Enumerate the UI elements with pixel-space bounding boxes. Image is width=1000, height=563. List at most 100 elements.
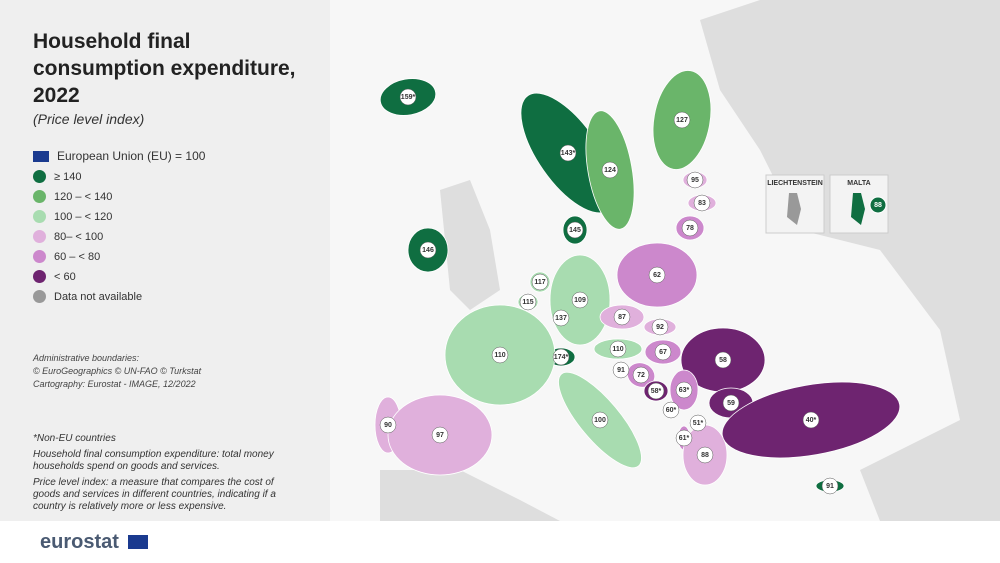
value-badge: [869, 196, 887, 214]
value-label: 58*: [651, 388, 662, 395]
value-badge: [491, 346, 509, 364]
legend-label: 100 – < 120: [54, 210, 113, 223]
insets: LIECHTENSTEIN MALTA 88: [765, 174, 889, 234]
value-badge: [566, 221, 584, 239]
value-label: 90: [384, 422, 392, 429]
credits: Administrative boundaries: © EuroGeograph…: [33, 352, 201, 391]
value-label: 91: [826, 483, 834, 490]
value-label: 143*: [561, 150, 576, 157]
legend-item: < 60: [33, 270, 313, 283]
value-label: 51*: [693, 420, 704, 427]
value-label: 97: [436, 432, 444, 439]
value-label: 72: [637, 372, 645, 379]
value-badge: [519, 293, 537, 311]
legend: ≥ 140 120 – < 140 100 – < 120 80– < 100 60 –…: [33, 170, 313, 303]
legend-label: Data not available: [54, 290, 143, 303]
value-badge: [654, 343, 672, 361]
notes: *Non-EU countries Household final consump…: [33, 433, 303, 517]
value-badge: [612, 361, 630, 379]
legend-panel: Household final consumption expenditure,…: [33, 28, 313, 303]
value-badge: [431, 426, 449, 444]
legend-item: 100 – < 120: [33, 210, 313, 223]
value-badge: [647, 382, 665, 400]
value-label: 127: [676, 117, 688, 124]
value-label: 115: [522, 299, 533, 306]
value-label: 110: [494, 352, 505, 359]
note: *Non-EU countries: [33, 433, 116, 444]
value-badge: [689, 414, 707, 432]
eu-note: European Union (EU) = 100: [33, 149, 313, 163]
value-label: 159*: [401, 94, 416, 101]
credit-line: Administrative boundaries:: [33, 353, 140, 363]
value-label: 95: [691, 177, 699, 184]
value-badge: [821, 477, 839, 495]
value-label: 88: [874, 202, 882, 209]
value-badge: [651, 318, 669, 336]
value-label: 92: [656, 324, 664, 331]
legend-swatch: [33, 230, 46, 243]
legend-swatch: [33, 290, 46, 303]
note: Household final consumption expenditure:…: [33, 449, 274, 472]
legend-item: 120 – < 140: [33, 190, 313, 203]
regions: 159* 143* 124 127 95 83 78 145 146 62 117 115 137 109…: [374, 70, 901, 495]
value-badge: [601, 161, 619, 179]
land: [380, 470, 560, 521]
value-badge: [632, 366, 650, 384]
legend-label: ≥ 140: [54, 170, 82, 183]
value-label: 40*: [806, 417, 817, 424]
logo: eurostat: [40, 531, 119, 553]
value-label: 145: [569, 227, 581, 234]
value-label: 83: [698, 200, 706, 207]
value-label: 117: [534, 279, 545, 286]
value-badge: [802, 411, 820, 429]
legend-item: 80– < 100: [33, 230, 313, 243]
value-label: 100: [594, 417, 606, 424]
value-badge: [613, 308, 631, 326]
subtitle: (Price level index): [33, 111, 145, 127]
land: [700, 0, 1000, 521]
value-badge: [552, 348, 570, 366]
credit-line: © EuroGeographics © UN-FAO © Turkstat: [33, 366, 202, 376]
value-badge: [552, 309, 570, 327]
value-label: 61*: [679, 435, 690, 442]
value-label: 88: [701, 452, 709, 459]
value-badge: [419, 241, 437, 259]
legend-item: Data not available: [33, 290, 313, 303]
value-label: 91: [617, 367, 625, 374]
legend-swatch: [33, 190, 46, 203]
value-badge: [571, 291, 589, 309]
value-badge: [531, 273, 549, 291]
legend-swatch: [33, 270, 46, 283]
eu-flag: [33, 150, 49, 162]
value-badge: [591, 411, 609, 429]
legend-item: 60 – < 80: [33, 250, 313, 263]
eu-note-text: European Union (EU) = 100: [57, 149, 206, 163]
legend-swatch: [33, 210, 46, 223]
land: [440, 180, 500, 310]
value-label: 124: [604, 167, 616, 174]
title: Household final consumption expenditure,…: [33, 30, 296, 107]
value-badge: [609, 340, 627, 358]
legend-label: < 60: [54, 270, 76, 283]
value-label: 110: [612, 346, 623, 353]
legend-swatch: [33, 250, 46, 263]
value-badge: [662, 401, 680, 419]
value-badge: [675, 381, 693, 399]
value-label: 78: [686, 225, 694, 232]
value-badge: [693, 194, 711, 212]
value-badge: [696, 446, 714, 464]
value-label: 59: [727, 400, 735, 407]
inset-country: [787, 193, 801, 225]
value-badge: [399, 88, 417, 106]
credit-line: Cartography: Eurostat - IMAGE, 12/2022: [33, 379, 196, 389]
inset-title: LIECHTENSTEIN: [767, 180, 823, 187]
value-label: 87: [618, 314, 626, 321]
value-label: 109: [574, 297, 586, 304]
note: Price level index: a measure that compar…: [33, 477, 276, 512]
inset-title: MALTA: [847, 180, 870, 187]
legend-label: 80– < 100: [54, 230, 104, 243]
legend-item: ≥ 140: [33, 170, 313, 183]
value-badge: [559, 144, 577, 162]
legend-swatch: [33, 170, 46, 183]
